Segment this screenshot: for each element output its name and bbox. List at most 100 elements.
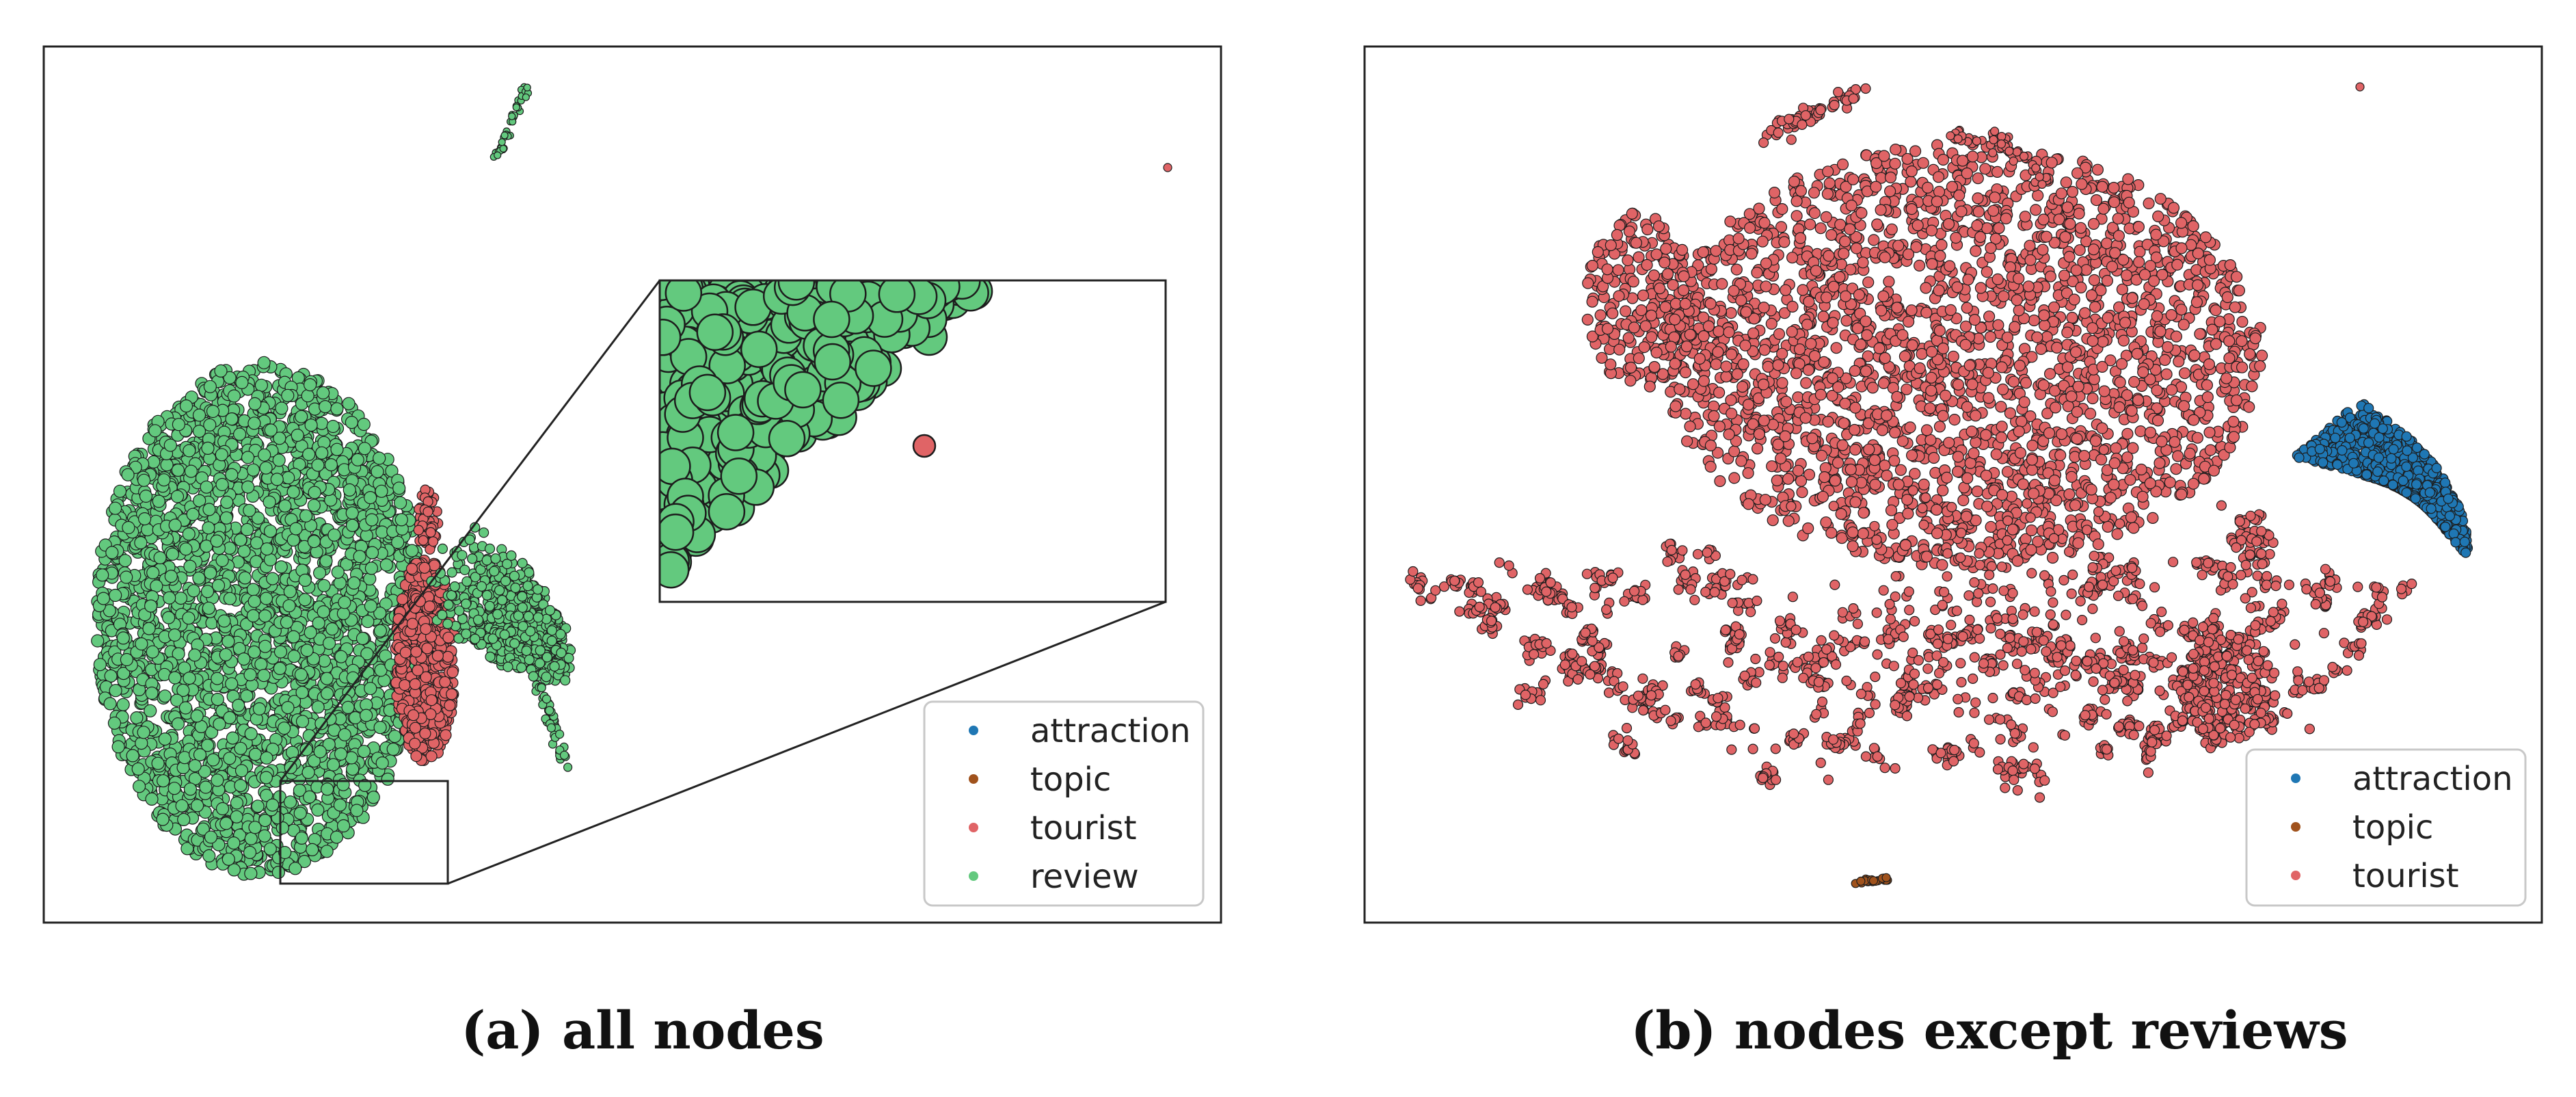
- review-point: [878, 280, 916, 313]
- review-point: [317, 579, 331, 592]
- review-point: [293, 806, 307, 820]
- review-point: [524, 655, 535, 665]
- review-point: [541, 672, 552, 683]
- review-point: [343, 483, 356, 497]
- review-point: [299, 509, 313, 523]
- review-point: [160, 458, 174, 472]
- review-point: [201, 441, 215, 455]
- review-point: [317, 386, 330, 400]
- review-point: [532, 584, 544, 595]
- review-point: [545, 706, 554, 715]
- review-point: [174, 591, 188, 605]
- tourist-point: [2044, 367, 2056, 380]
- review-point: [338, 728, 351, 741]
- review-point: [295, 685, 309, 700]
- review-point: [145, 686, 159, 700]
- review-point: [137, 726, 150, 739]
- review-point: [313, 566, 327, 580]
- tourist-point: [1871, 218, 1883, 230]
- review-point: [492, 609, 503, 620]
- review-point: [270, 473, 284, 486]
- review-point: [345, 506, 359, 520]
- review-point: [171, 717, 185, 731]
- review-point: [200, 480, 213, 494]
- review-point: [252, 702, 266, 716]
- review-point: [105, 546, 119, 559]
- review-point: [227, 389, 241, 403]
- review-point: [193, 748, 207, 762]
- review-point: [141, 523, 155, 537]
- review-point: [307, 535, 321, 548]
- tourist-point: [446, 666, 459, 678]
- review-point: [175, 799, 189, 812]
- tourist-point: [1886, 518, 1899, 531]
- review-point: [358, 442, 372, 455]
- review-point: [311, 700, 325, 714]
- review-point: [365, 546, 379, 559]
- review-point: [510, 582, 521, 594]
- review-point: [496, 594, 508, 606]
- legend-marker-topic: [969, 774, 978, 784]
- review-point: [182, 611, 196, 625]
- review-point: [541, 694, 552, 704]
- tourist-point: [425, 750, 438, 763]
- review-point: [324, 493, 338, 507]
- review-point: [307, 499, 321, 512]
- review-point: [460, 598, 472, 609]
- review-point: [556, 647, 567, 659]
- review-point: [243, 668, 257, 682]
- review-point: [331, 565, 345, 579]
- review-point: [301, 765, 315, 780]
- legend-marker-tourist: [969, 823, 978, 832]
- review-point: [260, 751, 273, 765]
- review-point: [546, 723, 556, 732]
- review-point: [111, 740, 125, 754]
- tourist-point: [425, 527, 436, 538]
- tourist-point: [410, 646, 422, 658]
- review-point: [274, 560, 288, 574]
- review-point: [257, 356, 271, 369]
- review-point: [494, 151, 502, 159]
- tourist-point: [1820, 211, 1832, 223]
- review-point: [286, 745, 299, 759]
- review-point: [222, 852, 235, 866]
- review-point: [336, 819, 351, 833]
- review-point: [139, 489, 153, 503]
- tourist-point: [444, 699, 456, 712]
- review-point: [223, 752, 237, 765]
- review-point: [295, 831, 308, 845]
- review-point: [215, 802, 230, 816]
- review-point: [259, 461, 273, 475]
- review-point: [373, 451, 386, 465]
- review-point: [214, 364, 228, 378]
- review-point: [165, 547, 179, 561]
- tourist-point: [2143, 197, 2155, 209]
- review-point: [716, 414, 755, 451]
- review-point: [240, 523, 254, 537]
- review-point: [204, 830, 218, 844]
- review-point: [244, 727, 258, 741]
- review-point: [192, 408, 206, 422]
- review-point: [191, 799, 204, 812]
- tourist-point: [439, 676, 451, 688]
- review-point: [142, 622, 156, 635]
- review-point: [272, 453, 286, 467]
- review-point: [211, 672, 224, 685]
- tourist-point: [409, 737, 421, 750]
- review-point: [96, 568, 109, 582]
- tourist-point: [1914, 259, 1926, 272]
- review-point: [359, 709, 373, 722]
- review-point: [484, 543, 496, 555]
- legend-marker-attraction: [969, 726, 978, 735]
- review-point: [258, 829, 271, 843]
- review-point: [222, 635, 235, 648]
- review-point: [822, 381, 860, 419]
- review-point: [246, 583, 260, 596]
- tourist-point: [1883, 276, 1895, 288]
- review-point: [126, 749, 139, 763]
- tourist-point: [1808, 187, 1821, 199]
- review-point: [204, 566, 217, 580]
- review-point: [554, 729, 565, 739]
- review-point: [330, 402, 344, 416]
- review-point: [158, 732, 172, 746]
